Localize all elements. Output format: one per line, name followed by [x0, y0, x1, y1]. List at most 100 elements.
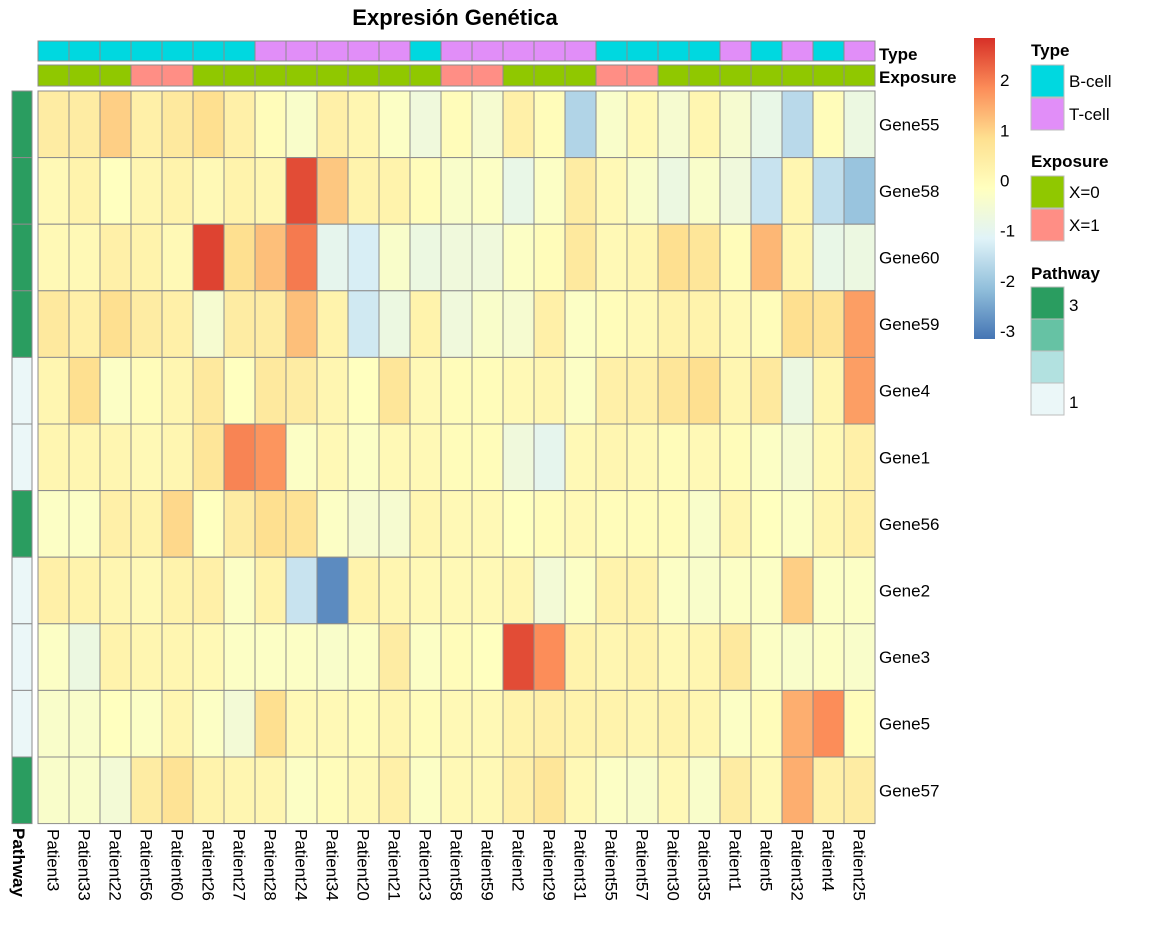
heatmap-cell [192, 157, 225, 225]
heatmap-cell [409, 223, 442, 292]
type-legend-title: Type [1031, 41, 1069, 60]
heatmap-cell [99, 356, 132, 425]
heatmap-cell [378, 157, 411, 225]
heatmap-cell [409, 90, 442, 159]
column-label: Patient4 [819, 829, 838, 891]
row-label: Gene55 [879, 115, 940, 134]
heatmap-cell [626, 356, 659, 425]
heatmap-cell [719, 223, 752, 292]
heatmap-cell [130, 756, 163, 825]
exposure-annotation-cell [719, 64, 752, 87]
heatmap-cell [409, 290, 442, 358]
column-label: Patient2 [509, 829, 528, 891]
heatmap-cell [812, 423, 845, 492]
heatmap-cell [130, 356, 163, 425]
heatmap-cell [781, 689, 814, 758]
heatmap-cell [533, 157, 566, 225]
heatmap-cell [471, 90, 504, 159]
heatmap-cell [595, 223, 628, 292]
heatmap-cell [502, 490, 535, 558]
heatmap-cell [192, 623, 225, 691]
heatmap-cell [595, 490, 628, 558]
pathway-annotation-cell [11, 90, 33, 159]
heatmap-cell [626, 689, 659, 758]
color-scale-tick-label: 2 [1000, 71, 1009, 90]
heatmap-cell [68, 756, 101, 825]
heatmap-cell [626, 157, 659, 225]
heatmap-cell [192, 90, 225, 159]
heatmap-cell [719, 490, 752, 558]
pathway-legend-swatch [1030, 350, 1065, 384]
type-annotation-cell [843, 40, 876, 62]
color-scale-ticks: 2 1 0 -1 -2 -3 [1000, 71, 1015, 341]
heatmap-cell [688, 490, 721, 558]
type-legend-swatch [1030, 64, 1065, 98]
type-annotation-cell [161, 40, 194, 62]
heatmap-cell [130, 490, 163, 558]
type-annotation-cell [595, 40, 628, 62]
type-annotation-cell [254, 40, 287, 62]
heatmap-cell [688, 756, 721, 825]
row-label: Gene57 [879, 781, 940, 800]
heatmap-cell [409, 423, 442, 492]
heatmap-cell [595, 423, 628, 492]
type-annotation-cell [781, 40, 814, 62]
heatmap-cell [440, 556, 473, 625]
column-label: Patient25 [850, 829, 869, 901]
exposure-annotation-cell [68, 64, 101, 87]
type-annotation-cell [564, 40, 597, 62]
heatmap-cell [533, 490, 566, 558]
exposure-annotation-cell [595, 64, 628, 87]
column-label: Patient23 [416, 829, 435, 901]
heatmap-cell [564, 689, 597, 758]
heatmap-cell [657, 290, 690, 358]
heatmap-cell [37, 356, 70, 425]
color-scale-tick-label: 1 [1000, 121, 1009, 140]
row-label: Gene60 [879, 249, 940, 268]
heatmap-cell [657, 556, 690, 625]
heatmap-cell [750, 356, 783, 425]
heatmap-cell [595, 623, 628, 691]
heatmap-cell [657, 689, 690, 758]
exposure-annotation-cell [285, 64, 318, 87]
type-annotation-cell [378, 40, 411, 62]
row-label: Gene3 [879, 648, 930, 667]
heatmap-cell [688, 223, 721, 292]
column-label: Patient55 [602, 829, 621, 901]
heatmap-cell [68, 556, 101, 625]
heatmap-cell [347, 90, 380, 159]
heatmap-cell [254, 223, 287, 292]
heatmap-cell [502, 356, 535, 425]
heatmap-cell [750, 490, 783, 558]
exposure-annotation-cell [564, 64, 597, 87]
heatmap-cell [254, 756, 287, 825]
exposure-annotation-cell [502, 64, 535, 87]
color-scale-tick-label: 0 [1000, 172, 1009, 191]
heatmap-cell [347, 689, 380, 758]
heatmap-cell [781, 556, 814, 625]
heatmap-cell [285, 356, 318, 425]
pathway-annotation-cell [11, 689, 33, 758]
heatmap-cell [502, 756, 535, 825]
heatmap-cell [843, 423, 876, 492]
heatmap-cell [812, 556, 845, 625]
heatmap-cell [99, 556, 132, 625]
heatmap-cell [595, 90, 628, 159]
heatmap-cell [533, 423, 566, 492]
heatmap-cell [502, 556, 535, 625]
pathway-annotation-cell [11, 356, 33, 425]
heatmap-cell [130, 556, 163, 625]
color-scale-bar [974, 38, 995, 339]
heatmap-cell [564, 157, 597, 225]
heatmap-cell [843, 356, 876, 425]
heatmap-cell [564, 756, 597, 825]
heatmap-cell [285, 623, 318, 691]
heatmap-cell [719, 689, 752, 758]
pathway-legend-label: 1 [1069, 393, 1078, 412]
heatmap-cell [161, 689, 194, 758]
heatmap-cell [68, 490, 101, 558]
heatmap-cell [781, 423, 814, 492]
type-annotation-track [37, 40, 876, 62]
heatmap-cell [68, 290, 101, 358]
heatmap-cell [719, 290, 752, 358]
